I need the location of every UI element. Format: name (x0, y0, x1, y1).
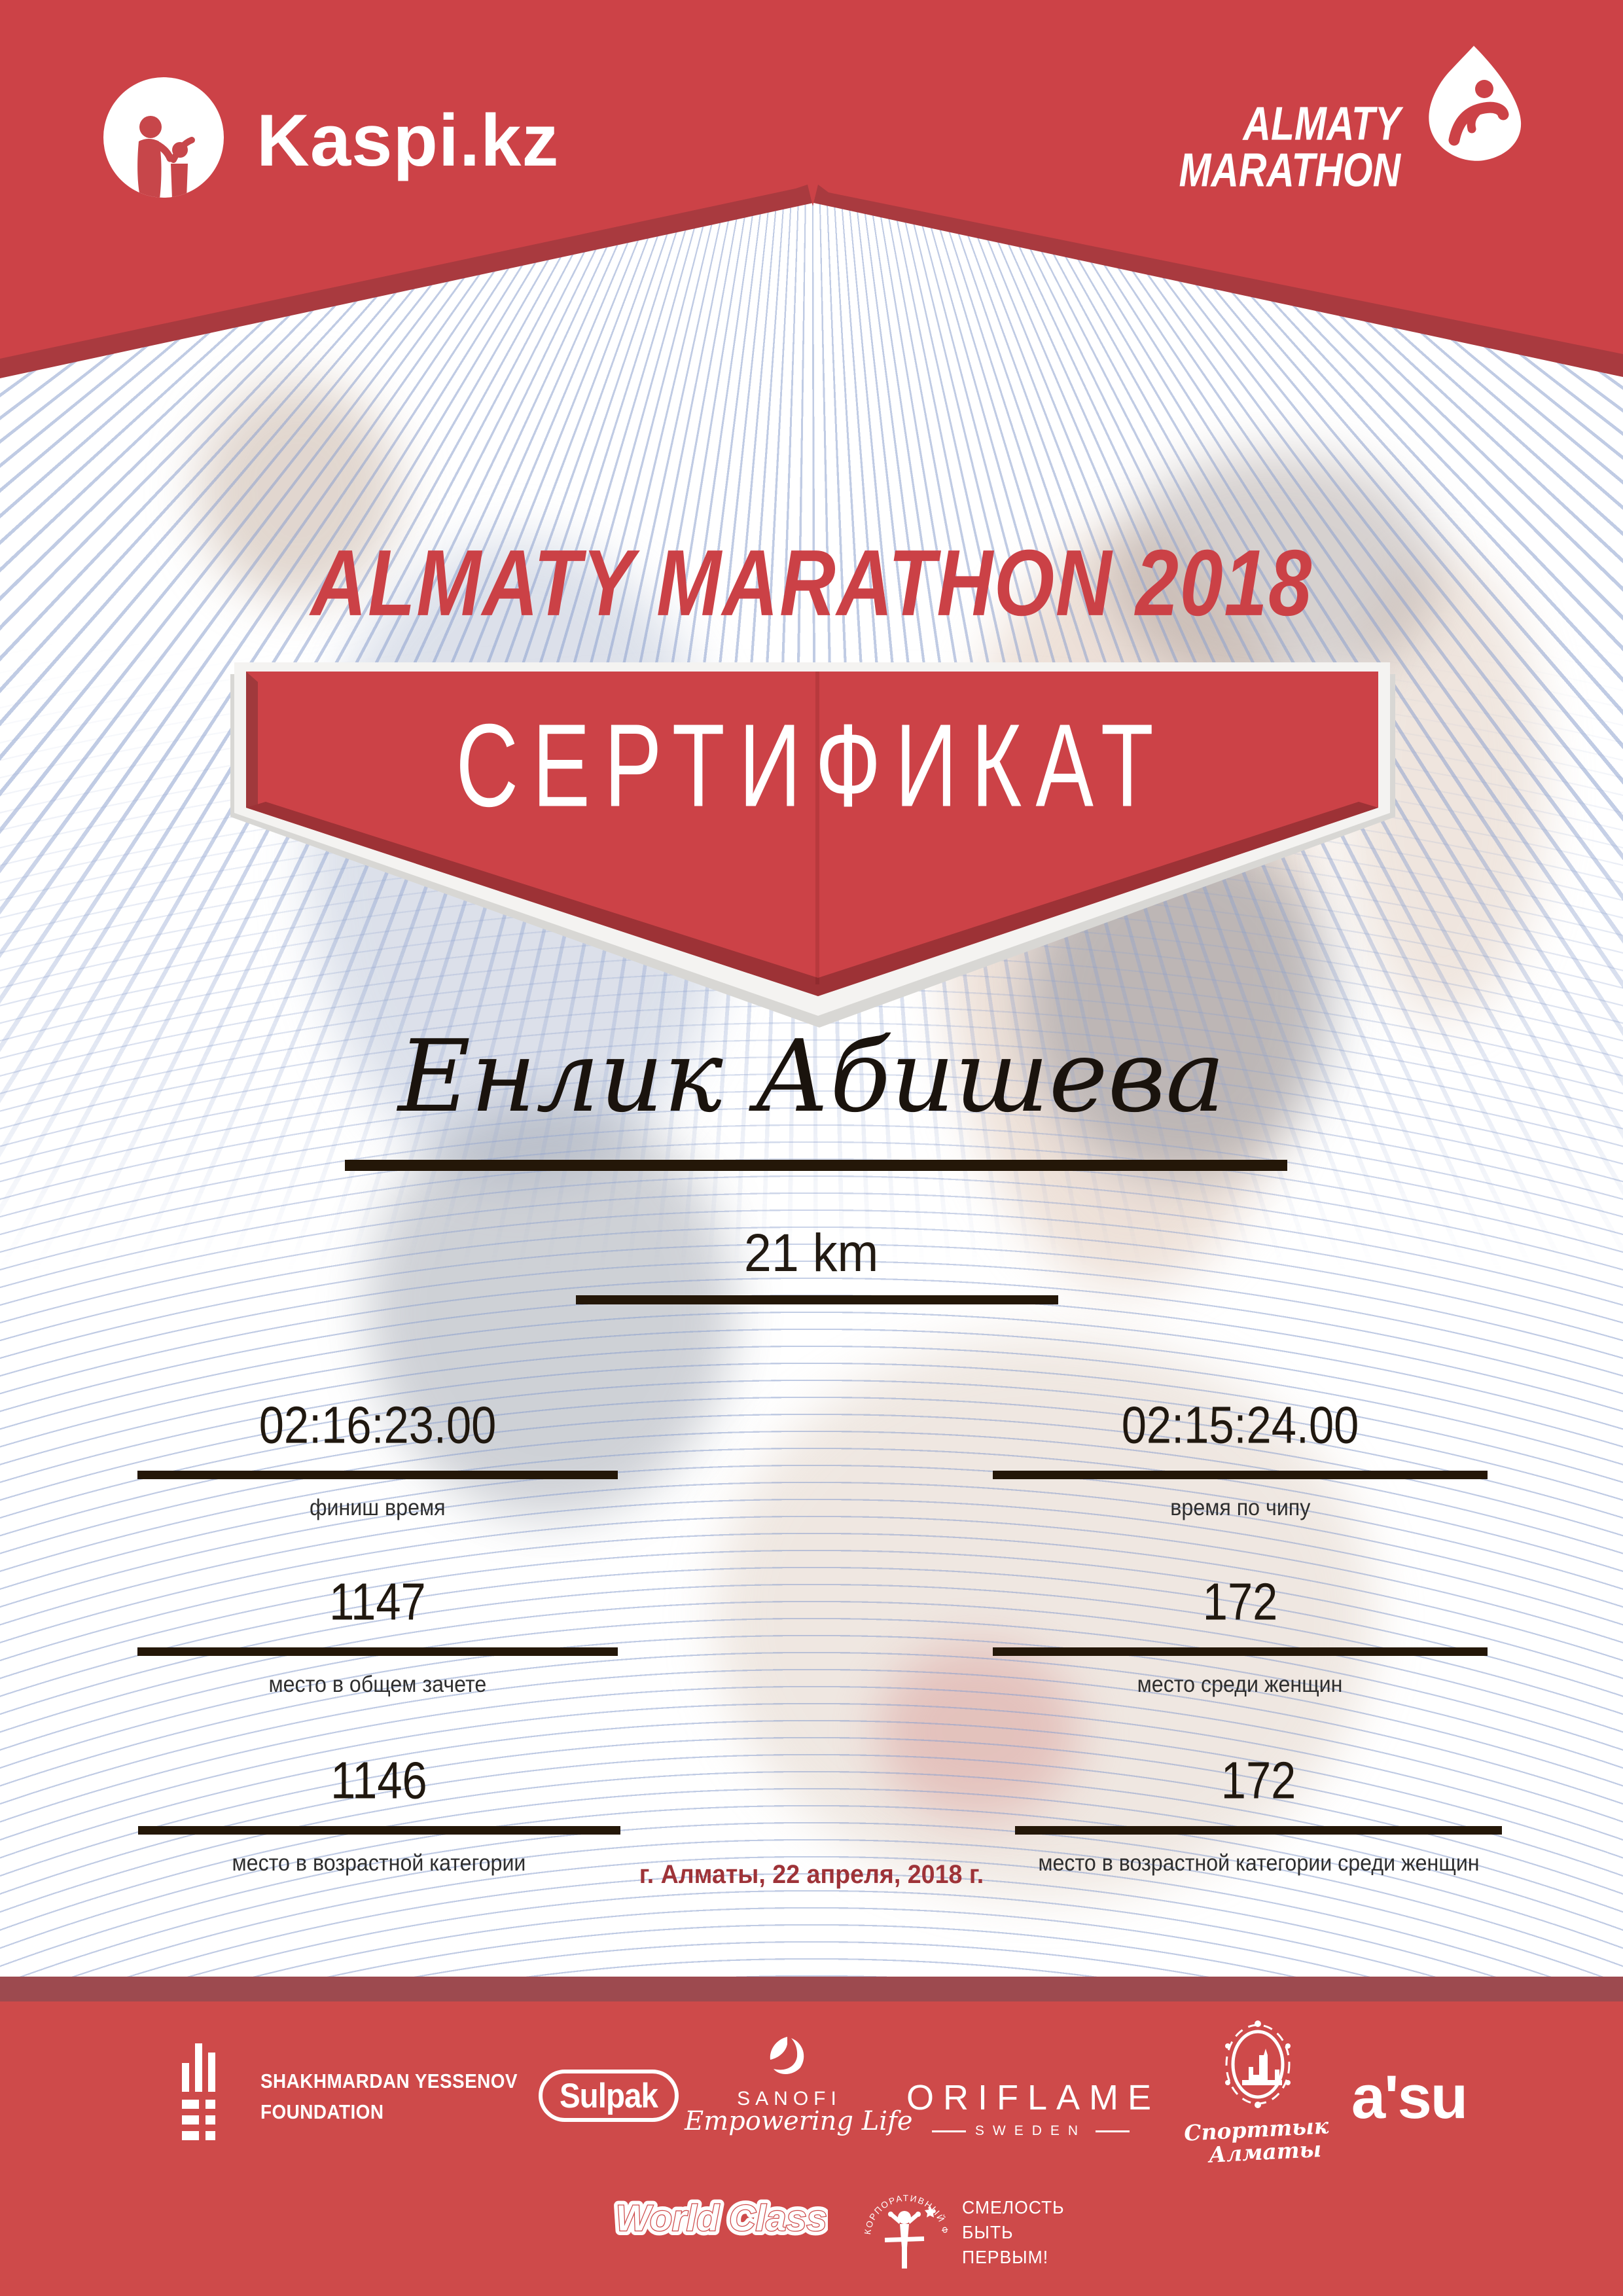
result-label: место в возрастной категории среди женщи… (1037, 1850, 1480, 1876)
participant-name: Енлик Абишева (398, 1018, 1225, 1134)
result-underline (993, 1471, 1488, 1479)
result-label: место среди женщин (1137, 1672, 1343, 1697)
result-label: место в общем зачете (268, 1672, 487, 1697)
yessenov-foundation-label: SHAKHMARDAN YESSENOV FOUNDATION (260, 2070, 518, 2123)
sanofi-logo-icon (770, 2037, 804, 2075)
result-underline (137, 1471, 618, 1479)
result-underline (993, 1647, 1488, 1656)
almaty-marathon-runner-icon (1429, 46, 1522, 161)
certificate-ribbon (230, 662, 1395, 1028)
result-label: место в возрастной категории (232, 1850, 526, 1876)
courage-fund-emblem-icon: КОРПОРАТИВНЫЙ ФОНД (863, 2179, 949, 2269)
result-women-place: 172 место среди женщин (967, 1572, 1513, 1698)
sulpak-logo: Sulpak (539, 2070, 679, 2122)
sport-almaty-emblem-icon (1225, 2020, 1291, 2108)
sanofi-logo-text: SANOFI (737, 2088, 842, 2109)
result-underline (1015, 1826, 1502, 1835)
result-value: 172 (1202, 1572, 1278, 1631)
result-finish-time: 02:16:23.00 финиш время (105, 1397, 651, 1521)
result-underline (137, 1647, 618, 1656)
svg-text:World Class: World Class (616, 2197, 827, 2238)
world-class-logo: World Class World Class (612, 2193, 828, 2243)
kaspi-logo-icon (103, 77, 224, 198)
result-age-category-women-place: 172 место в возрастной категории среди ж… (986, 1751, 1531, 1876)
result-value: 1147 (329, 1572, 426, 1631)
svg-text:World Class: World Class (616, 2197, 827, 2238)
oriflame-logo-text: ORIFLAME (906, 2078, 1161, 2117)
distance-underline (576, 1295, 1058, 1304)
oriflame-sweden-label: SWEDEN (906, 2123, 1155, 2139)
sport-almaty-label: Спорттык Алматы (1183, 2113, 1330, 2168)
footer-divider-strip (0, 1977, 1623, 2001)
result-overall-place: 1147 место в общем зачете (105, 1572, 651, 1698)
asu-logo-text: a'su (1351, 2062, 1468, 2131)
certificate-label: СЕРТИФИКАТ (455, 700, 1168, 832)
page-title: ALMATY MARATHON 2018 (310, 530, 1313, 636)
event-date-place: г. Алматы, 22 апреля, 2018 г. (639, 1860, 984, 1889)
result-value: 172 (1221, 1751, 1296, 1810)
distance-value: 21 km (744, 1223, 879, 1283)
yessenov-foundation-icon (182, 2043, 215, 2140)
result-value: 02:16:23.00 (259, 1395, 497, 1454)
result-value: 1146 (330, 1751, 427, 1810)
header-banner (0, 0, 1623, 378)
almaty-marathon-logo-text: ALMATY MARATHON (1179, 97, 1400, 196)
kaspi-logo-text: Kaspi.kz (257, 99, 560, 181)
name-underline (345, 1160, 1287, 1171)
footer-sponsor-band (0, 2001, 1623, 2296)
sanofi-tagline: Empowering Life (685, 2106, 913, 2136)
result-value: 02:15:24.00 (1121, 1395, 1359, 1454)
courage-fund-slogan: СМЕЛОСТЬ БЫТЬ ПЕРВЫМ! (962, 2197, 1065, 2267)
result-underline (137, 1826, 620, 1835)
result-chip-time: 02:15:24.00 время по чипу (967, 1397, 1513, 1521)
result-age-category-place: 1146 место в возрастной категории (106, 1751, 652, 1876)
result-label: время по чипу (1169, 1495, 1311, 1520)
result-label: финиш время (310, 1495, 446, 1520)
